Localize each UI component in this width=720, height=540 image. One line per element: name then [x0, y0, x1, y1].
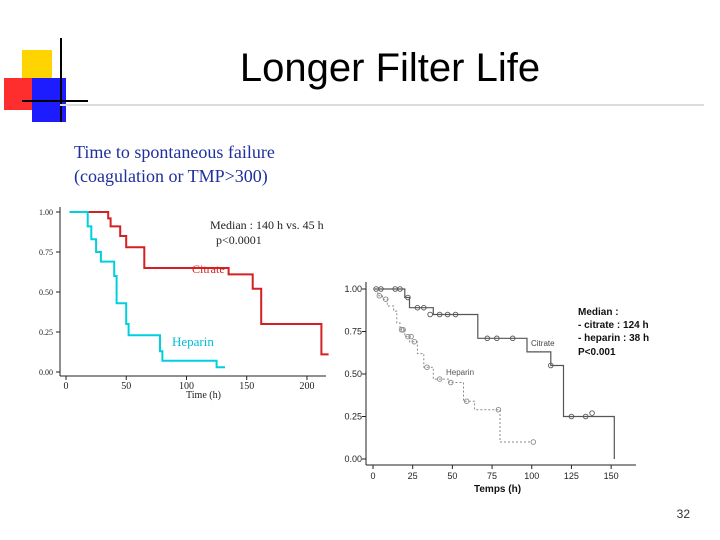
left-y-tick-label: 0.75: [39, 248, 53, 257]
right-citrate-censor-marker: [509, 335, 516, 342]
right-citrate-censor-marker: [378, 286, 384, 292]
right-x-tick-label: 150: [604, 471, 619, 481]
right-heparin-curve: [373, 288, 532, 443]
right-y-tick-label: 1.00: [344, 284, 362, 294]
right-heparin-censor-marker: [463, 398, 470, 404]
deco-horizontal-line: [22, 100, 88, 102]
left-x-tick-label: 150: [239, 381, 254, 392]
left-x-tick-label: 100: [179, 381, 194, 392]
right-annotation-heparin: - heparin : 38 h: [578, 333, 649, 344]
right-heparin-censor-marker: [398, 327, 405, 333]
right-heparin-censor-marker: [495, 406, 502, 413]
slide-title: Longer Filter Life: [239, 46, 541, 90]
right-heparin-censor-marker: [448, 379, 454, 386]
right-citrate-censor-marker: [494, 335, 500, 342]
right-heparin-censor-marker: [424, 364, 430, 370]
right-heparin-censor-marker: [411, 338, 418, 345]
left-y-tick-label: 1.00: [39, 208, 53, 217]
right-citrate-censor-marker: [452, 311, 459, 318]
right-heparin-censor-marker: [530, 439, 537, 445]
right-x-axis-label: Temps (h): [474, 484, 521, 495]
right-x-tick-label: 100: [524, 471, 539, 481]
right-x-tick-label: 75: [487, 471, 497, 481]
right-citrate-curve: [373, 288, 615, 459]
right-y-tick-label: 0.75: [344, 327, 362, 337]
right-chart-series: [373, 286, 615, 459]
right-heparin-censor-marker: [408, 333, 414, 340]
left-x-axis-label: Time (h): [186, 390, 221, 401]
left-x-tick-label: 200: [299, 381, 314, 392]
left-y-tick-label: 0.25: [39, 328, 53, 337]
right-x-tick-label: 50: [447, 471, 457, 481]
right-annotation-pvalue: P<0.001: [578, 347, 616, 358]
right-heparin-censor-marker: [376, 293, 383, 299]
title-underline: [60, 104, 704, 106]
left-chart-subtitle: (coagulation or TMP>300): [74, 166, 268, 187]
right-x-tick-label: 125: [564, 471, 579, 481]
right-x-tick-label: 0: [370, 471, 375, 481]
right-citrate-censor-marker: [421, 304, 427, 311]
right-y-tick-label: 0.50: [344, 369, 362, 379]
left-chart-series: [69, 211, 329, 369]
left-x-tick-label: 0: [64, 381, 69, 392]
right-y-tick-label: 0.25: [344, 412, 362, 422]
right-citrate-censor-marker: [582, 413, 589, 420]
right-legend-heparin: Heparin: [446, 368, 474, 377]
left-chart: Time to spontaneous failure (coagulation…: [39, 142, 329, 401]
left-chart-axes: 1.00 0.75 0.50 0.25 0.00 0 50 100 150 200: [39, 207, 326, 392]
left-y-tick-label: 0.50: [39, 288, 53, 297]
left-legend-citrate: Citrate: [192, 262, 225, 276]
right-x-tick-label: 25: [408, 471, 418, 481]
left-x-tick-label: 50: [121, 381, 131, 392]
right-chart-axes: 1.00 0.75 0.50 0.25 0.00 0 25 50 75 100 125 150: [344, 282, 636, 481]
left-legend-heparin: Heparin: [172, 334, 214, 349]
right-citrate-censor-marker: [548, 362, 554, 369]
right-citrate-censor-marker: [397, 286, 403, 292]
page-number: 32: [676, 507, 690, 521]
right-citrate-censor-marker: [436, 311, 443, 318]
right-heparin-censor-marker: [405, 333, 411, 340]
left-annotation-pvalue: p<0.0001: [216, 233, 262, 247]
right-citrate-censor-marker: [414, 304, 421, 311]
right-annotation-title: Median :: [578, 307, 619, 318]
right-citrate-censor-marker: [427, 311, 433, 318]
right-heparin-censor-marker: [382, 296, 389, 302]
right-citrate-censor-marker: [444, 311, 451, 318]
right-heparin-censor-marker: [436, 376, 443, 382]
right-heparin-censor-marker: [400, 327, 406, 333]
left-chart-title: Time to spontaneous failure: [74, 142, 275, 162]
left-heparin-curve: [69, 211, 225, 369]
right-citrate-censor-marker: [589, 410, 595, 416]
right-citrate-censor-marker: [568, 413, 575, 420]
left-citrate-curve: [69, 211, 329, 356]
right-legend-citrate: Citrate: [531, 339, 555, 348]
left-annotation-median: Median : 140 h vs. 45 h: [210, 218, 324, 232]
right-annotation-citrate: - citrate : 124 h: [578, 320, 649, 331]
right-y-tick-label: 0.00: [344, 454, 362, 464]
right-citrate-censor-marker: [484, 335, 491, 342]
deco-vertical-line: [60, 38, 62, 122]
right-chart: 1.00 0.75 0.50 0.25 0.00 0 25 50 75 100 125 150 Med…: [344, 282, 649, 495]
left-y-tick-label: 0.00: [39, 368, 53, 377]
right-citrate-censor-marker: [405, 294, 411, 301]
